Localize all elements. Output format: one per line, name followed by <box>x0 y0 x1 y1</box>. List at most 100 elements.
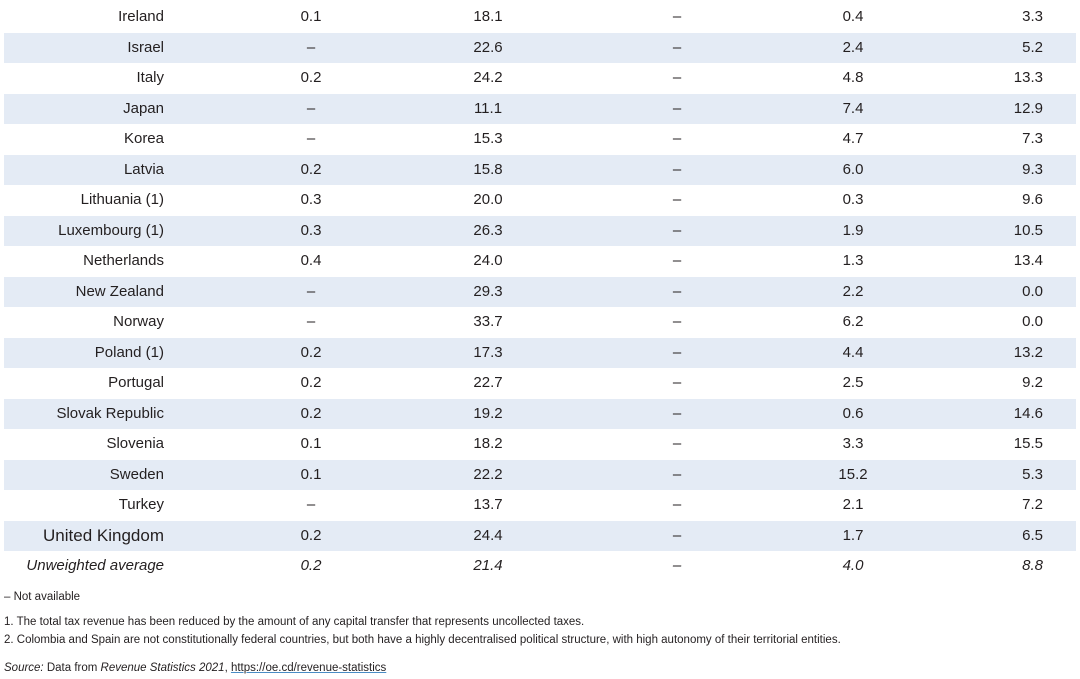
cell: 26.3 <box>473 221 503 239</box>
cell: 14.6 <box>1013 404 1043 422</box>
row-label: Korea <box>123 130 164 147</box>
row-label: United Kingdom <box>43 525 164 545</box>
cell: 2.2 <box>842 282 864 300</box>
cell: – <box>672 496 682 513</box>
row-label: Italy <box>136 69 164 86</box>
cell: 9.3 <box>1022 160 1043 178</box>
source: Source: Data from Revenue Statistics 202… <box>4 662 386 674</box>
cell: 0.2 <box>300 557 322 574</box>
cell: 6.5 <box>1022 526 1043 544</box>
table-row: Norway – 33.7 – 6.2 0.0 <box>4 307 1076 337</box>
cell: 0.3 <box>300 221 322 239</box>
footnote: 2. Colombia and Spain are not constituti… <box>4 634 841 646</box>
cell: 0.4 <box>842 8 864 25</box>
cell: 18.1 <box>473 8 503 25</box>
row-label: Ireland <box>118 8 164 25</box>
cell: 7.4 <box>842 99 864 117</box>
table-row: Turkey – 13.7 – 2.1 7.2 <box>4 490 1076 520</box>
cell: 29.3 <box>473 282 503 300</box>
cell: – <box>672 343 682 361</box>
cell: – <box>672 191 682 208</box>
row-label: Poland (1) <box>94 343 164 361</box>
cell: 33.7 <box>473 313 503 330</box>
table-row: Portugal 0.2 22.7 – 2.5 9.2 <box>4 368 1076 398</box>
cell: 10.5 <box>1013 221 1043 239</box>
row-label: Latvia <box>123 160 164 178</box>
cell: 15.8 <box>473 160 503 178</box>
source-label: Source: <box>4 662 44 674</box>
cell: 1.7 <box>842 526 864 544</box>
source-publication: Revenue Statistics 2021 <box>100 662 225 674</box>
table-row: Luxembourg (1) 0.3 26.3 – 1.9 10.5 <box>4 215 1076 246</box>
cell: 13.4 <box>1013 252 1043 269</box>
table-row: New Zealand – 29.3 – 2.2 0.0 <box>4 276 1076 307</box>
cell: 21.4 <box>473 557 503 574</box>
cell: – <box>672 130 682 147</box>
cell: – <box>672 435 682 452</box>
cell: – <box>306 99 316 117</box>
cell: 9.6 <box>1022 191 1043 208</box>
source-text: , <box>224 662 231 674</box>
cell: 0.2 <box>300 160 322 178</box>
cell: 13.2 <box>1013 343 1043 361</box>
cell: – <box>672 221 682 239</box>
cell: – <box>672 526 682 544</box>
cell: 0.1 <box>300 435 322 452</box>
table-row: Slovak Republic 0.2 19.2 – 0.6 14.6 <box>4 398 1076 429</box>
cell: – <box>306 130 316 147</box>
source-link[interactable]: https://oe.cd/revenue-statistics <box>230 662 387 674</box>
cell: 24.4 <box>473 526 503 544</box>
row-label: Unweighted average <box>26 557 164 574</box>
cell: 0.2 <box>300 343 322 361</box>
row-label: Lithuania (1) <box>80 191 164 208</box>
cell: 4.4 <box>842 343 864 361</box>
cell: 3.3 <box>842 435 864 452</box>
cell: 24.2 <box>473 69 503 86</box>
cell: – <box>672 99 682 117</box>
table-row: Ireland 0.1 18.1 – 0.4 3.3 <box>4 2 1076 32</box>
cell: 11.1 <box>473 99 503 117</box>
cell: 0.4 <box>300 252 322 269</box>
footnote: 1. The total tax revenue has been reduce… <box>4 616 585 628</box>
cell: 15.3 <box>473 130 503 147</box>
cell: 7.2 <box>1022 496 1043 513</box>
table-row: Japan – 11.1 – 7.4 12.9 <box>4 93 1076 124</box>
row-label: Japan <box>123 99 164 117</box>
row-label: New Zealand <box>75 282 164 300</box>
cell: 0.6 <box>842 404 864 422</box>
table-row: Unweighted average 0.2 21.4 – 4.0 8.8 <box>4 551 1076 581</box>
cell: 15.2 <box>838 465 868 483</box>
cell: 5.2 <box>1022 38 1043 56</box>
cell: 6.0 <box>842 160 864 178</box>
row-label: Portugal <box>108 374 164 391</box>
cell: – <box>672 8 682 25</box>
cell: 4.0 <box>842 557 864 574</box>
cell: 0.2 <box>300 374 322 391</box>
table-row: Israel – 22.6 – 2.4 5.2 <box>4 32 1076 63</box>
cell: 0.0 <box>1022 313 1043 330</box>
table-row: Poland (1) 0.2 17.3 – 4.4 13.2 <box>4 337 1076 368</box>
cell: 9.2 <box>1022 374 1043 391</box>
cell: 22.7 <box>473 374 503 391</box>
cell: 13.3 <box>1013 69 1043 86</box>
cell: 0.2 <box>300 69 322 86</box>
cell: 6.2 <box>842 313 864 330</box>
cell: 8.8 <box>1022 557 1043 574</box>
cell: – <box>306 282 316 300</box>
cell: 5.3 <box>1022 465 1043 483</box>
cell: – <box>672 38 682 56</box>
row-label: Norway <box>113 313 164 330</box>
row-label: Slovak Republic <box>56 404 164 422</box>
cell: – <box>672 160 682 178</box>
cell: – <box>672 69 682 86</box>
cell: 12.9 <box>1013 99 1043 117</box>
cell: 1.3 <box>842 252 864 269</box>
cell: 19.2 <box>473 404 503 422</box>
row-label: Luxembourg (1) <box>58 221 164 239</box>
cell: 0.0 <box>1022 282 1043 300</box>
table-row: Latvia 0.2 15.8 – 6.0 9.3 <box>4 154 1076 185</box>
table-row: Italy 0.2 24.2 – 4.8 13.3 <box>4 63 1076 93</box>
cell: 0.2 <box>300 404 322 422</box>
cell: 0.1 <box>300 8 322 25</box>
